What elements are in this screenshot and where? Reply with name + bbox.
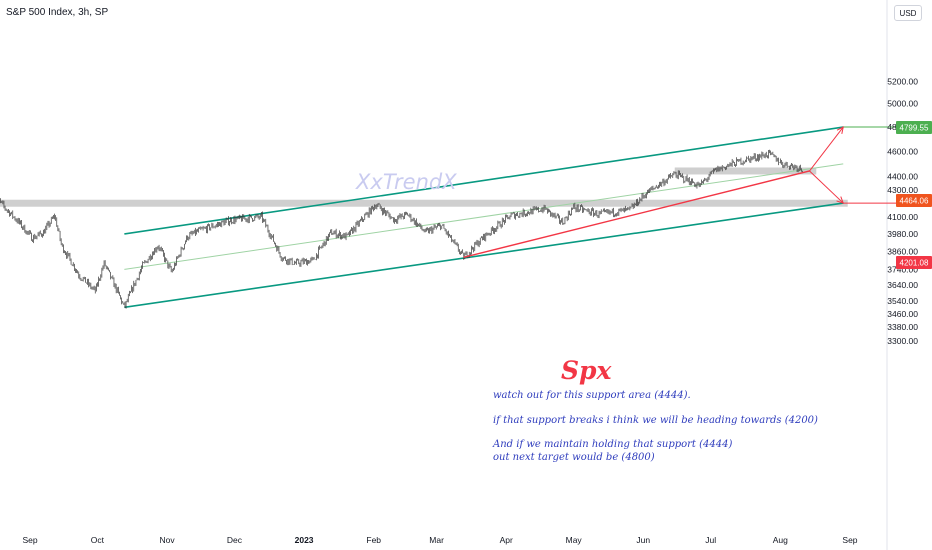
price-axis[interactable]: 5200.005000.004800.004600.004400.004300.… xyxy=(887,76,918,346)
svg-text:4201.08: 4201.08 xyxy=(900,259,929,268)
price-tick: 3460.00 xyxy=(887,309,918,319)
upper-target-label: 4799.55 xyxy=(896,121,932,134)
svg-text:4464.06: 4464.06 xyxy=(900,197,929,206)
price-tick: 4400.00 xyxy=(887,172,918,182)
price-tick: 3740.00 xyxy=(887,264,918,274)
symbol-header[interactable]: S&P 500 Index, 3h, SP xyxy=(6,7,109,18)
price-tick: 3640.00 xyxy=(887,280,918,290)
time-tick: Aug xyxy=(773,535,788,545)
time-tick: 2023 xyxy=(295,535,314,545)
price-tick: 3980.00 xyxy=(887,229,918,239)
trend-channel xyxy=(124,126,896,309)
price-tick: 4600.00 xyxy=(887,146,918,156)
support-trendline xyxy=(463,170,810,259)
bullish-projection-arrow xyxy=(809,126,844,172)
support-zone xyxy=(0,199,848,207)
time-tick: Apr xyxy=(500,535,513,545)
time-tick: Jun xyxy=(636,535,650,545)
bearish-projection-arrow xyxy=(809,170,844,204)
price-tick: 5200.00 xyxy=(887,76,918,86)
time-tick: Sep xyxy=(842,535,857,545)
support-zones xyxy=(0,167,848,207)
time-tick: May xyxy=(566,535,583,545)
channel-upper-line xyxy=(124,126,844,235)
channel-lower-line xyxy=(124,202,844,309)
price-candles xyxy=(0,149,803,309)
price-tick: 3300.00 xyxy=(887,336,918,346)
time-tick: Nov xyxy=(159,535,175,545)
current-price-label: 4464.06 xyxy=(896,194,932,207)
arrow-head xyxy=(836,126,844,135)
time-tick: Dec xyxy=(227,535,243,545)
time-tick: Sep xyxy=(22,535,37,545)
price-tick: 3860.00 xyxy=(887,246,918,256)
red-trendline-projections xyxy=(463,126,845,259)
lower-target-label: 4201.08 xyxy=(896,256,932,269)
arrow-head xyxy=(836,196,845,204)
time-tick: Feb xyxy=(366,535,381,545)
channel-mid-line xyxy=(124,163,844,270)
currency-button[interactable]: USD xyxy=(894,5,922,21)
price-tick: 4100.00 xyxy=(887,212,918,222)
time-tick: Oct xyxy=(91,535,105,545)
annotation-line-3: And if we maintain holding that support … xyxy=(493,439,733,450)
price-tick: 5000.00 xyxy=(887,99,918,109)
price-tick: 4300.00 xyxy=(887,185,918,195)
price-labels: 4799.55 4464.06 4201.08 xyxy=(896,121,932,269)
support-zone xyxy=(674,167,817,175)
svg-text:4799.55: 4799.55 xyxy=(900,124,929,133)
price-tick: 3540.00 xyxy=(887,296,918,306)
time-tick: Mar xyxy=(429,535,444,545)
time-tick: Jul xyxy=(705,535,716,545)
time-axis[interactable]: Sep Oct Nov Dec 2023 Feb Mar Apr May Jun Jul Aug Sep xyxy=(22,535,857,545)
annotation-line-2: if that support breaks i think we will b… xyxy=(493,415,818,426)
watermark: XxTrendX xyxy=(356,170,457,194)
annotation-line-4: out next target would be (4800) xyxy=(493,452,655,463)
price-tick: 3380.00 xyxy=(887,322,918,332)
annotation-title: Spx xyxy=(561,356,612,385)
annotation-line-1: watch out for this support area (4444). xyxy=(493,390,691,401)
